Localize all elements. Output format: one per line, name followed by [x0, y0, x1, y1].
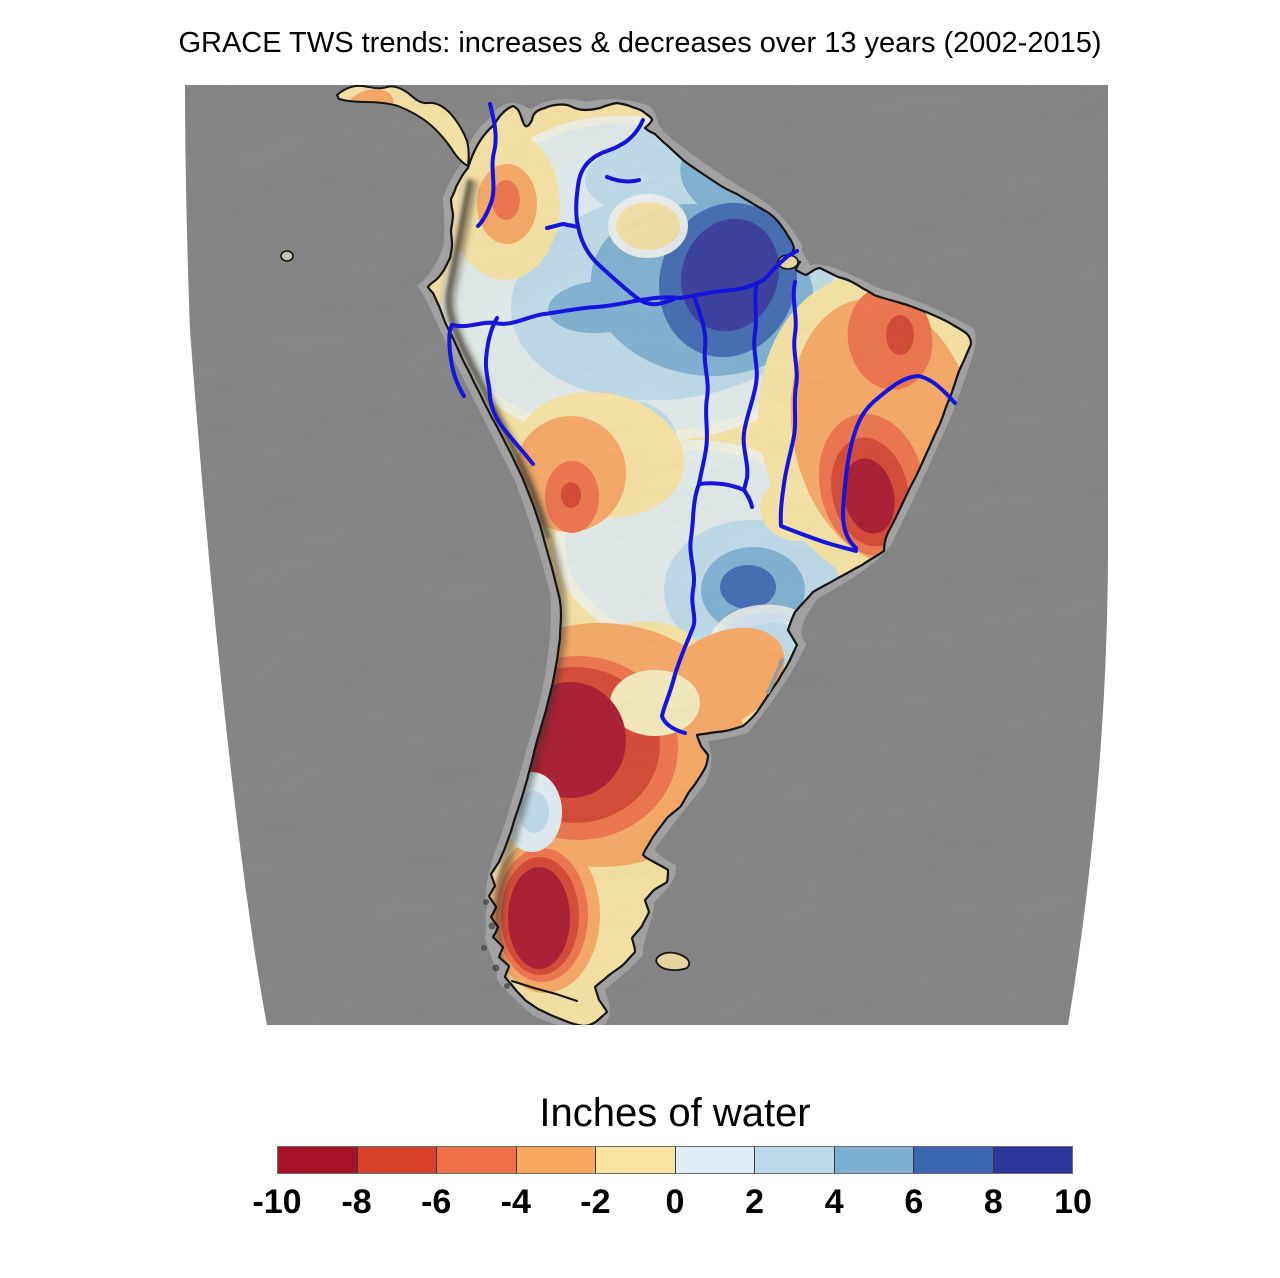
colorbar-segment [516, 1147, 596, 1173]
magdalena-river [476, 102, 498, 228]
colorbar-segment [993, 1147, 1072, 1173]
pampas-cream-patch [610, 670, 700, 736]
ucayali-river [483, 316, 535, 466]
falkland-islands [655, 951, 691, 972]
colorbar-tick-label: -4 [500, 1183, 531, 1221]
fjord-islets [481, 899, 510, 989]
essequibo-river [605, 175, 641, 184]
colorbar-tick-label: 4 [824, 1183, 844, 1221]
anomaly-colombia-decrease [450, 130, 560, 280]
colorbar-ticks: -10 -8 -6 -4 -2 0 2 4 6 8 10 [252, 1183, 1091, 1227]
colorbar-tick-label: 2 [745, 1183, 765, 1221]
figure-title: GRACE TWS trends: increases & decreases … [178, 27, 1102, 59]
colorbar-segment [596, 1147, 676, 1173]
xingu-river [692, 294, 710, 486]
colorbar-segment [278, 1147, 358, 1173]
patos-lagoon [766, 658, 784, 694]
rio-negro-west-branch [545, 222, 580, 230]
colorbar-tick-label: 6 [904, 1183, 924, 1221]
colorbar-segment [834, 1147, 914, 1173]
colorbar-tick-label: 0 [665, 1183, 685, 1221]
magellan-strait [511, 980, 578, 1002]
colorbar-tick-label: 10 [1054, 1183, 1092, 1221]
rivers [447, 102, 957, 735]
parana-headwater-connector [697, 481, 746, 492]
colorbar-bar [277, 1146, 1073, 1174]
relief-base [185, 85, 1108, 1025]
colorbar-tick-label: -10 [252, 1183, 302, 1221]
colorbar-tick-label: 8 [983, 1183, 1003, 1221]
maranon-river [447, 323, 466, 398]
colorbar-tick-label: -2 [580, 1183, 611, 1221]
sao-francisco-river [841, 374, 957, 550]
colorbar-segment [914, 1147, 994, 1173]
colorbar-tick-label: -6 [421, 1183, 452, 1221]
colorbar-segment [675, 1147, 755, 1173]
colorbar-segment [437, 1147, 517, 1173]
central-america-coastline [336, 85, 470, 167]
anomaly-south-patagonia-decrease [490, 837, 600, 993]
colorbar-segment [755, 1147, 835, 1173]
amazon-river [450, 249, 799, 329]
galapagos-island [280, 250, 294, 262]
colorbar-label: Inches of water [539, 1091, 811, 1135]
araguaia-river [778, 280, 858, 553]
parana-river [660, 482, 701, 735]
colorbar-tick-label: -8 [341, 1183, 372, 1221]
colorbar-segment [357, 1147, 437, 1173]
